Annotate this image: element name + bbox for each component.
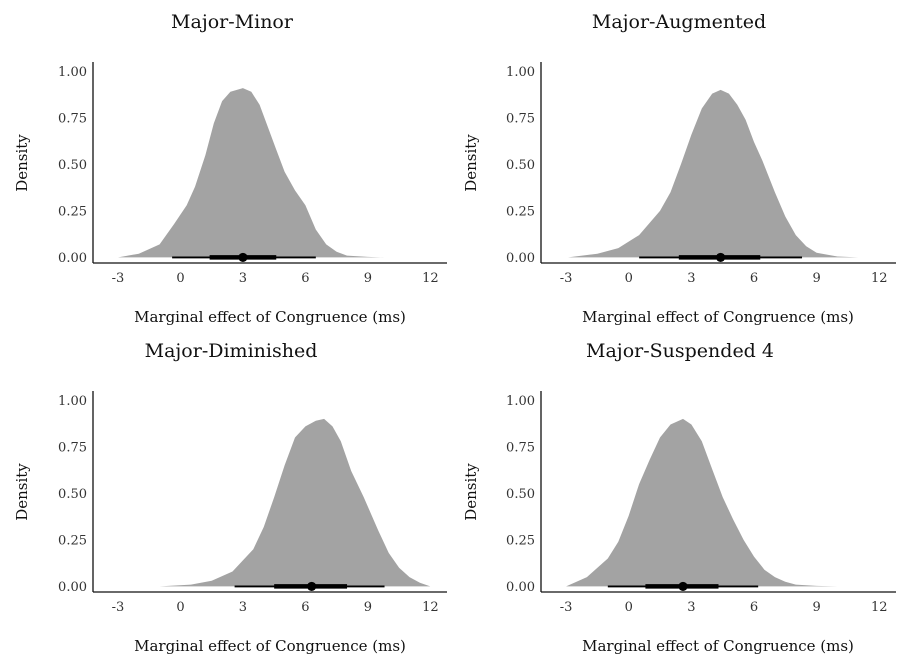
point-estimate [307, 581, 317, 592]
x-tick-label: 12 [871, 600, 888, 615]
density-area [566, 418, 838, 587]
panel-title: Major-Augmented [591, 11, 767, 33]
y-axis-label: Density [462, 134, 480, 192]
x-tick-label: -3 [560, 600, 573, 615]
density-area [118, 88, 385, 258]
y-tick-label: 0.25 [58, 533, 87, 548]
y-axis-label: Density [13, 134, 31, 192]
y-tick-label: 1.00 [506, 65, 535, 80]
point-estimate [715, 252, 726, 263]
x-tick-label: 9 [813, 600, 821, 615]
y-tick-label: 0.00 [58, 251, 87, 266]
x-axis-label: Marginal effect of Congruence (ms) [582, 308, 854, 326]
y-tick-label: 0.75 [58, 440, 87, 455]
y-tick-label: 0.00 [506, 251, 535, 266]
point-estimate [678, 581, 688, 592]
x-tick-label: 3 [239, 600, 247, 615]
x-tick-label: 9 [364, 600, 372, 615]
x-tick-label: 12 [871, 271, 888, 286]
y-tick-label: 1.00 [58, 65, 87, 80]
panel-1: -3 0 3 6 9 12 0.00 0.25 0.50 0.75 1.00 [58, 62, 447, 286]
x-tick-label: 6 [301, 271, 309, 286]
y-tick-label: 0.25 [506, 533, 535, 548]
y-tick-label: 0.25 [506, 204, 535, 219]
panel-title: Major-Minor [171, 11, 293, 33]
x-tick-label: 9 [813, 271, 821, 286]
x-tick-label: 9 [364, 271, 372, 286]
panel-title: Major-Diminished [144, 340, 318, 362]
density-area [568, 89, 859, 258]
y-axis-label: Density [462, 463, 480, 521]
x-tick-label: -3 [112, 600, 125, 615]
x-tick-label: -3 [112, 271, 125, 286]
y-axis-label: Density [13, 463, 31, 521]
point-estimate [238, 252, 248, 263]
y-tick-label: 1.00 [506, 394, 535, 409]
x-tick-label: -3 [560, 271, 573, 286]
x-tick-label: 6 [301, 600, 309, 615]
y-tick-label: 0.75 [58, 111, 87, 126]
y-tick-label: 0.50 [506, 487, 535, 502]
x-tick-label: 3 [687, 271, 695, 286]
y-tick-label: 0.50 [58, 158, 87, 173]
y-tick-label: 0.50 [506, 158, 535, 173]
y-tick-label: 0.25 [58, 204, 87, 219]
panel-4: -3 0 3 6 9 12 0.00 0.25 0.50 0.75 1.00 [506, 391, 896, 615]
x-tick-label: 6 [750, 600, 758, 615]
x-axis-label: Marginal effect of Congruence (ms) [134, 308, 406, 326]
density-area [159, 418, 431, 587]
panel-3: -3 0 3 6 9 12 0.00 0.25 0.50 0.75 1.00 [58, 391, 447, 615]
panel-title: Major-Suspended 4 [586, 340, 774, 362]
y-tick-label: 1.00 [58, 394, 87, 409]
y-tick-label: 0.50 [58, 487, 87, 502]
x-tick-label: 3 [687, 600, 695, 615]
panel-2: -3 0 3 6 9 12 0.00 0.25 0.50 0.75 1.00 [506, 62, 896, 286]
y-tick-label: 0.75 [506, 111, 535, 126]
x-axis-label: Marginal effect of Congruence (ms) [582, 637, 854, 655]
x-tick-label: 0 [625, 271, 633, 286]
x-tick-label: 3 [239, 271, 247, 286]
x-tick-label: 12 [422, 600, 439, 615]
x-tick-label: 6 [750, 271, 758, 286]
x-tick-label: 0 [176, 600, 184, 615]
x-tick-label: 12 [422, 271, 439, 286]
x-axis-label: Marginal effect of Congruence (ms) [134, 637, 406, 655]
x-tick-label: 0 [176, 271, 184, 286]
x-tick-label: 0 [625, 600, 633, 615]
y-tick-label: 0.00 [506, 580, 535, 595]
y-tick-label: 0.75 [506, 440, 535, 455]
y-tick-label: 0.00 [58, 580, 87, 595]
